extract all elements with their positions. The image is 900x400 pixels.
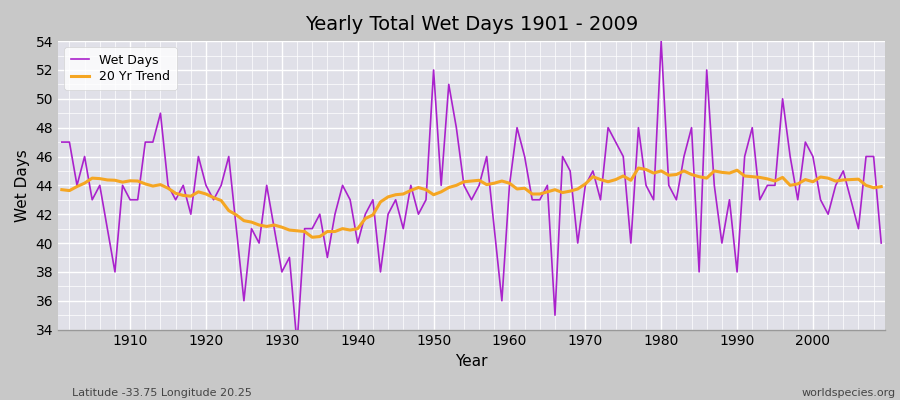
- 20 Yr Trend: [307, 235, 318, 240]
- Line: Wet Days: Wet Days: [62, 41, 881, 344]
- Wet Days: [603, 125, 614, 130]
- Wet Days: [338, 183, 348, 188]
- 20 Yr Trend: [284, 228, 295, 232]
- Wet Days: [57, 140, 68, 144]
- Wet Days: [117, 183, 128, 188]
- Line: 20 Yr Trend: 20 Yr Trend: [62, 168, 881, 237]
- Wet Days: [292, 342, 302, 346]
- 20 Yr Trend: [511, 186, 522, 191]
- Title: Yearly Total Wet Days 1901 - 2009: Yearly Total Wet Days 1901 - 2009: [305, 15, 638, 34]
- 20 Yr Trend: [338, 226, 348, 231]
- 20 Yr Trend: [603, 179, 614, 184]
- Text: worldspecies.org: worldspecies.org: [801, 388, 896, 398]
- Wet Days: [504, 183, 515, 188]
- Text: Latitude -33.75 Longitude 20.25: Latitude -33.75 Longitude 20.25: [72, 388, 252, 398]
- 20 Yr Trend: [504, 181, 515, 186]
- X-axis label: Year: Year: [455, 354, 488, 369]
- 20 Yr Trend: [633, 166, 643, 170]
- 20 Yr Trend: [57, 187, 68, 192]
- 20 Yr Trend: [876, 184, 886, 189]
- Wet Days: [876, 241, 886, 246]
- Legend: Wet Days, 20 Yr Trend: Wet Days, 20 Yr Trend: [64, 47, 176, 90]
- Wet Days: [656, 39, 667, 44]
- 20 Yr Trend: [117, 180, 128, 184]
- Y-axis label: Wet Days: Wet Days: [15, 149, 30, 222]
- Wet Days: [284, 255, 295, 260]
- Wet Days: [511, 125, 522, 130]
